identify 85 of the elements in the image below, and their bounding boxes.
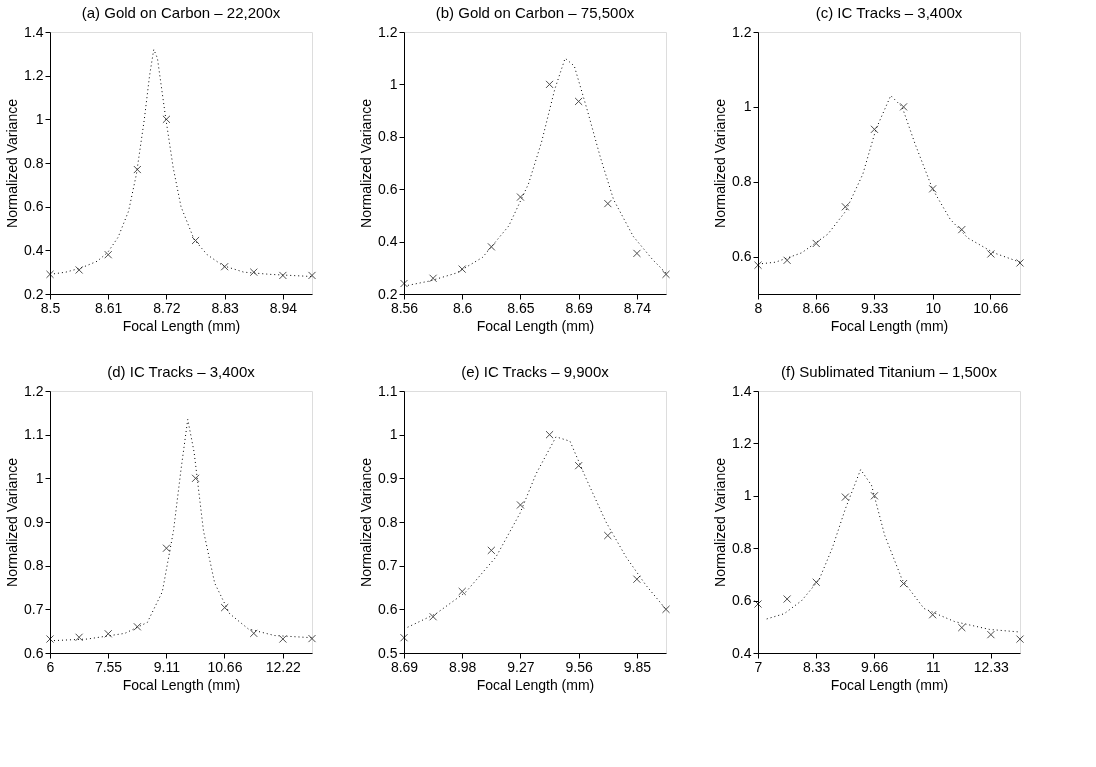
x-axis-title: Focal Length (mm) bbox=[476, 676, 595, 693]
y-tick-label: 0.6 bbox=[378, 180, 398, 197]
y-axis-title: Normalized Variance bbox=[4, 457, 21, 587]
x-tick-label: 10.66 bbox=[973, 299, 1009, 316]
x-tick-label: 9.11 bbox=[153, 658, 181, 675]
y-tick-label: 0.8 bbox=[378, 513, 398, 530]
x-tick-label: 7.55 bbox=[94, 658, 123, 675]
y-tick-label: 0.5 bbox=[378, 644, 398, 661]
y-tick-label: 1.2 bbox=[732, 23, 752, 40]
x-tick-label: 12.22 bbox=[265, 658, 302, 675]
x-tick-label: 8.33 bbox=[802, 658, 831, 675]
y-tick-label: 1 bbox=[743, 98, 752, 115]
x-tick-label: 10 bbox=[925, 299, 942, 316]
x-tick-label: 12.33 bbox=[973, 658, 1009, 675]
y-tick-label: 0.4 bbox=[24, 241, 44, 258]
x-tick-label: 9.27 bbox=[507, 658, 535, 675]
y-tick-label: 1.2 bbox=[24, 382, 44, 399]
y-tick-label: 0.6 bbox=[732, 592, 752, 609]
x-tick-label: 11 bbox=[925, 658, 941, 675]
y-tick-label: 0.9 bbox=[24, 513, 44, 530]
x-tick-label: 7 bbox=[754, 658, 763, 675]
y-tick-label: 0.8 bbox=[24, 154, 44, 171]
y-tick-label: 1 bbox=[389, 426, 398, 443]
y-tick-label: 1.2 bbox=[732, 434, 752, 451]
y-tick-label: 1.1 bbox=[24, 426, 44, 443]
chart-title: (a) Gold on Carbon – 22,200x bbox=[81, 4, 281, 21]
x-tick-label: 9.33 bbox=[861, 299, 889, 316]
x-tick-label: 8.83 bbox=[211, 299, 239, 316]
x-axis-title: Focal Length (mm) bbox=[122, 317, 241, 334]
y-tick-label: 0.2 bbox=[378, 285, 398, 302]
y-axis-title: Normalized Variance bbox=[712, 98, 729, 228]
x-tick-label: 8 bbox=[754, 299, 763, 316]
x-tick-label: 9.56 bbox=[565, 658, 593, 675]
y-tick-label: 1.2 bbox=[24, 67, 44, 84]
y-axis-title: Normalized Variance bbox=[358, 457, 375, 587]
y-axis-title: Normalized Variance bbox=[4, 98, 21, 228]
y-tick-label: 0.8 bbox=[378, 128, 398, 145]
y-tick-label: 0.6 bbox=[732, 248, 752, 265]
y-tick-label: 0.2 bbox=[24, 285, 44, 302]
y-tick-label: 0.7 bbox=[24, 600, 44, 617]
y-tick-label: 1 bbox=[743, 487, 752, 504]
y-tick-label: 1.1 bbox=[378, 382, 398, 399]
y-tick-label: 0.9 bbox=[378, 469, 398, 486]
y-tick-label: 1.2 bbox=[378, 23, 398, 40]
x-tick-label: 8.98 bbox=[449, 658, 477, 675]
chart-title: (e) IC Tracks – 9,900x bbox=[461, 363, 610, 380]
y-tick-label: 0.8 bbox=[732, 539, 752, 556]
y-tick-label: 1.4 bbox=[732, 382, 752, 399]
chart-title: (c) IC Tracks – 3,400x bbox=[815, 4, 963, 21]
x-tick-label: 8.69 bbox=[390, 658, 419, 675]
x-tick-label: 9.85 bbox=[623, 658, 652, 675]
y-tick-label: 1 bbox=[35, 469, 44, 486]
y-tick-label: 0.6 bbox=[378, 600, 398, 617]
x-tick-label: 8.61 bbox=[95, 299, 123, 316]
x-axis-title: Focal Length (mm) bbox=[830, 317, 949, 334]
x-tick-label: 9.66 bbox=[861, 658, 889, 675]
x-tick-label: 8.94 bbox=[269, 299, 298, 316]
y-tick-label: 0.6 bbox=[24, 198, 44, 215]
chart-title: (f) Sublimated Titanium – 1,500x bbox=[781, 363, 998, 380]
x-tick-label: 10.66 bbox=[207, 658, 243, 675]
x-axis-title: Focal Length (mm) bbox=[476, 317, 595, 334]
x-tick-label: 8.65 bbox=[507, 299, 535, 316]
y-axis-title: Normalized Variance bbox=[358, 98, 375, 228]
x-tick-label: 8.6 bbox=[452, 299, 473, 316]
x-axis-title: Focal Length (mm) bbox=[830, 676, 949, 693]
x-axis-title: Focal Length (mm) bbox=[122, 676, 241, 693]
y-tick-label: 0.6 bbox=[24, 644, 44, 661]
y-tick-label: 0.4 bbox=[732, 644, 752, 661]
x-tick-label: 6 bbox=[46, 658, 55, 675]
x-tick-label: 8.72 bbox=[153, 299, 181, 316]
x-tick-label: 8.69 bbox=[565, 299, 593, 316]
chart-title: (d) IC Tracks – 3,400x bbox=[107, 363, 256, 380]
x-tick-label: 8.5 bbox=[40, 299, 61, 316]
x-tick-label: 8.56 bbox=[390, 299, 419, 316]
y-axis-title: Normalized Variance bbox=[712, 457, 729, 587]
y-tick-label: 0.4 bbox=[378, 233, 398, 250]
x-tick-label: 8.74 bbox=[623, 299, 652, 316]
y-tick-label: 0.8 bbox=[24, 557, 44, 574]
chart-title: (b) Gold on Carbon – 75,500x bbox=[435, 4, 635, 21]
y-tick-label: 1 bbox=[389, 75, 398, 92]
y-tick-label: 1.4 bbox=[24, 23, 44, 40]
y-tick-label: 1 bbox=[35, 110, 44, 127]
y-tick-label: 0.7 bbox=[378, 557, 398, 574]
y-tick-label: 0.8 bbox=[732, 173, 752, 190]
x-tick-label: 8.66 bbox=[802, 299, 830, 316]
